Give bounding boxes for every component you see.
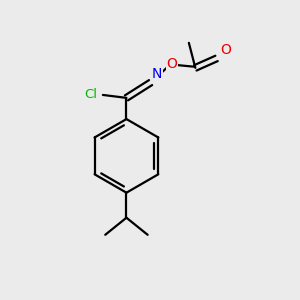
Text: O: O [220,43,231,57]
Text: N: N [152,67,162,81]
Text: O: O [167,57,177,71]
Text: Cl: Cl [85,88,98,101]
